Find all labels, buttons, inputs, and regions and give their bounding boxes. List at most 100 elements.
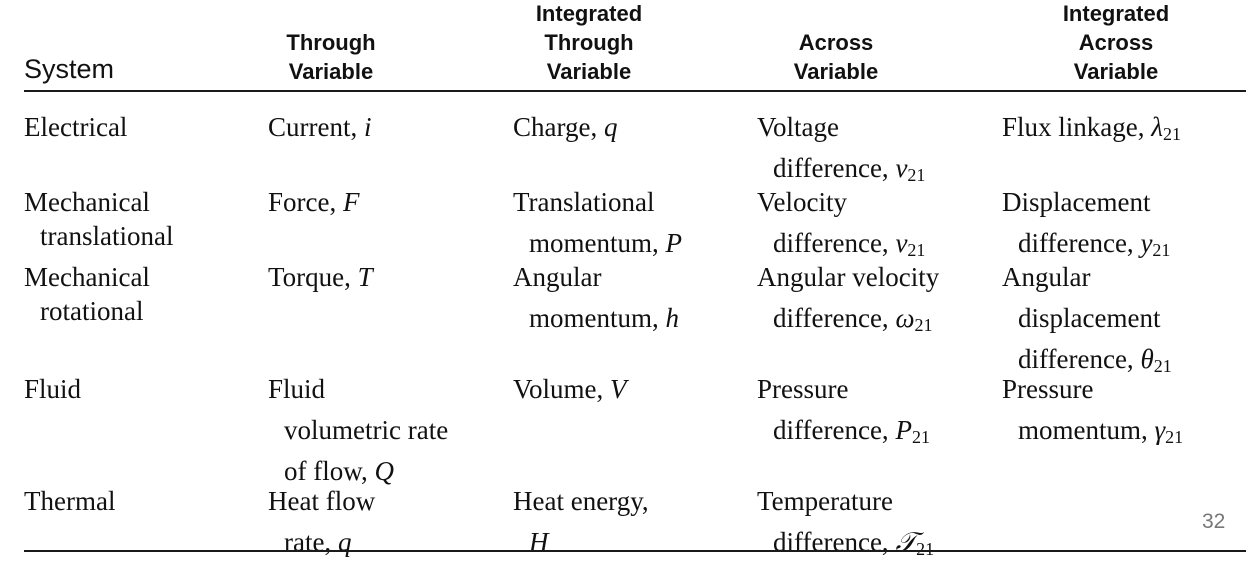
cell-text: difference,: [773, 415, 896, 445]
cell-int-across: Flux linkage, λ21: [1002, 110, 1181, 151]
cell-line: difference, v21: [757, 151, 925, 192]
cell-text: Current,: [268, 112, 364, 142]
header-integrated-through-line: Integrated: [535, 1, 643, 26]
cell-line: Electrical: [24, 112, 128, 142]
cell-subscript: 21: [916, 539, 935, 559]
cell-text: Velocity: [757, 187, 847, 217]
cell-text: difference,: [773, 153, 896, 183]
cell-line: Torque, T: [268, 260, 373, 301]
cell-line: Thermal: [24, 486, 116, 516]
cell-system: Mechanical rotational: [24, 260, 150, 328]
cell-text: Angular: [513, 262, 602, 292]
cell-across: Pressure difference, P21: [757, 372, 930, 454]
cell-variable: λ: [1151, 112, 1163, 142]
cell-int-through: Volume, V: [513, 372, 627, 413]
cell-int-through: Heat energy, H: [513, 484, 649, 566]
cell-across: Angular velocity difference, ω21: [757, 260, 939, 342]
cell-line: momentum, P: [513, 226, 682, 267]
cell-subscript: 21: [1153, 356, 1172, 376]
cell-text: Torque,: [268, 262, 358, 292]
cell-line: momentum, γ21: [1002, 413, 1183, 454]
table-bottom-rule: [24, 550, 1246, 552]
cell-text: Temperature: [757, 486, 894, 516]
cell-text: Fluid: [268, 374, 326, 404]
header-integrated-across-line: Variable: [1073, 59, 1159, 84]
cell-subscript: 21: [1162, 124, 1181, 144]
header-across-line: Across: [798, 30, 874, 55]
cell-text: difference,: [773, 228, 896, 258]
cell-text: Angular velocity: [757, 262, 940, 292]
header-system-label: System: [24, 54, 115, 84]
cell-int-across: Pressure momentum, γ21: [1002, 372, 1183, 454]
cell-variable: θ: [1140, 344, 1154, 374]
cell-variable: P: [895, 415, 912, 445]
cell-subscript: 21: [914, 315, 933, 335]
cell-int-through: Angular momentum, h: [513, 260, 679, 342]
header-integrated-across: Integrated Across Variable: [1026, 0, 1206, 86]
cell-text: Flux linkage,: [1002, 112, 1152, 142]
cell-text: Heat flow: [268, 486, 376, 516]
cell-line: Temperature: [757, 484, 934, 525]
cell-through: Current, i: [268, 110, 372, 151]
cell-variable: v: [895, 153, 908, 183]
header-integrated-through-line: Through: [544, 30, 634, 55]
cell-variable: y: [1140, 228, 1153, 258]
cell-text: Force,: [268, 187, 343, 217]
cell-text: Heat energy,: [513, 486, 649, 516]
cell-text: Pressure: [1002, 374, 1094, 404]
cell-int-through: Charge, q: [513, 110, 617, 151]
cell-text: Voltage: [757, 112, 839, 142]
cell-through: Torque, T: [268, 260, 373, 301]
cell-system: Electrical: [24, 110, 127, 144]
cell-line: Voltage: [757, 110, 925, 151]
cell-through: Heat flow rate, q: [268, 484, 375, 566]
cell-line: Heat energy,: [513, 484, 649, 525]
cell-line: difference, ω21: [757, 301, 939, 342]
cell-subscript: 21: [1152, 240, 1171, 260]
cell-variable: v: [895, 228, 908, 258]
cell-line: difference, v21: [757, 226, 925, 267]
cell-variable: T: [357, 262, 373, 292]
cell-through: Fluid volumetric rate of flow, Q: [268, 372, 448, 495]
header-integrated-through: Integrated Through Variable: [504, 0, 674, 86]
cell-line: difference, y21: [1002, 226, 1170, 267]
cell-text: Translational: [513, 187, 655, 217]
cell-variable: i: [363, 112, 372, 142]
cell-line: Mechanical: [24, 262, 150, 292]
cell-subscript: 21: [907, 165, 926, 185]
cell-line: Flux linkage, λ21: [1002, 110, 1181, 151]
cell-through: Force, F: [268, 185, 359, 226]
cell-line: Charge, q: [513, 110, 617, 151]
cell-subscript: 21: [911, 427, 930, 447]
cell-variable: q: [337, 527, 352, 557]
cell-variable: H: [529, 527, 549, 557]
cell-system: Fluid: [24, 372, 81, 406]
cell-line: Fluid: [24, 374, 82, 404]
cell-line: Heat flow: [268, 484, 375, 525]
cell-variable: V: [610, 374, 627, 404]
cell-text: momentum,: [1018, 415, 1155, 445]
table-header: System Through Variable Integrated Throu…: [24, 0, 1246, 92]
cell-line: rotational: [40, 296, 144, 326]
cell-line: Pressure: [757, 372, 930, 413]
cell-line: Volume, V: [513, 372, 627, 413]
cell-across: Temperature difference, 𝒯21: [757, 484, 934, 566]
cell-text: difference,: [773, 527, 896, 557]
cell-text: displacement: [1018, 303, 1161, 333]
cell-text: momentum,: [529, 228, 666, 258]
header-system: System: [24, 55, 114, 84]
header-integrated-across-line: Across: [1078, 30, 1154, 55]
cell-text: volumetric rate: [284, 415, 449, 445]
cell-variable: ω: [895, 303, 915, 333]
cell-line: translational: [40, 221, 174, 251]
cell-int-across: Displacement difference, y21: [1002, 185, 1170, 267]
header-across: Across Variable: [761, 28, 911, 86]
cell-line: difference, 𝒯21: [757, 525, 934, 566]
cell-line: Pressure: [1002, 372, 1183, 413]
cell-text: difference,: [1018, 228, 1141, 258]
variables-table: System Through Variable Integrated Throu…: [24, 0, 1246, 559]
cell-line: Mechanical: [24, 187, 150, 217]
cell-line: Angular: [513, 260, 679, 301]
page-number: 32: [1202, 510, 1226, 533]
cell-line: rate, q: [268, 525, 375, 566]
